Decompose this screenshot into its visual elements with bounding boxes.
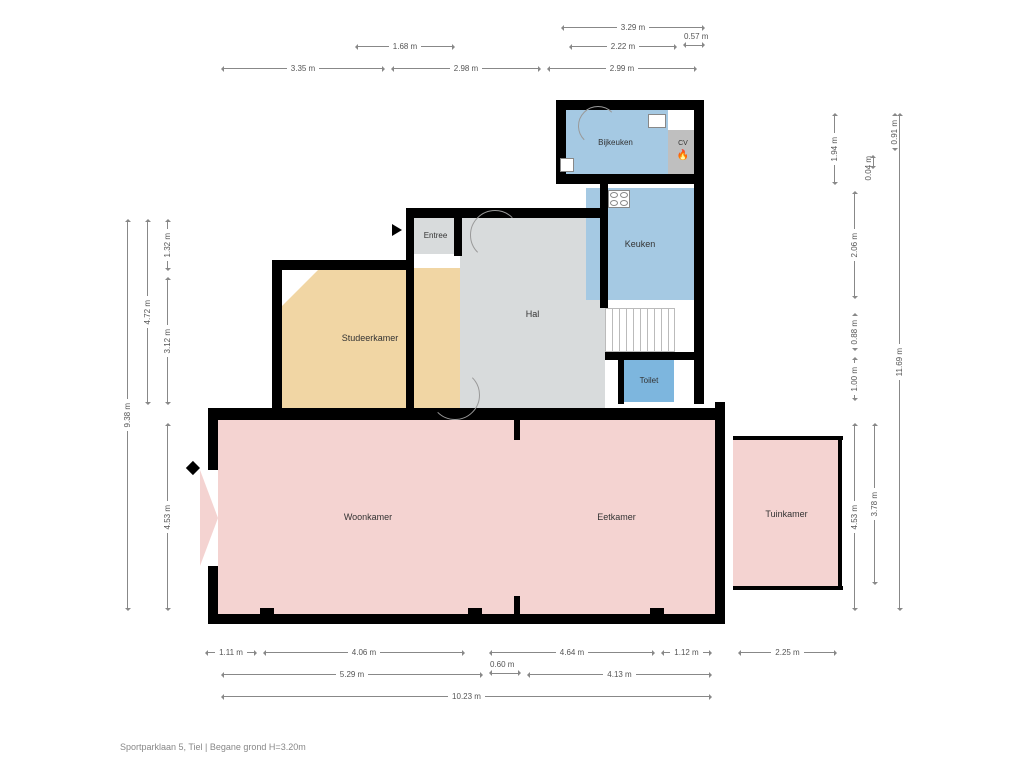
woonkamer-baywindow (200, 470, 218, 566)
label-entree: Entree (424, 231, 448, 240)
wall (260, 608, 274, 624)
wall (556, 100, 704, 110)
wall (468, 608, 482, 624)
dim-left-3-12: 3.12 m (163, 274, 172, 408)
label-woonkamer: Woonkamer (344, 512, 392, 522)
dim-bot-0-60: 0.60 m (486, 670, 524, 676)
label-hal: Hal (526, 309, 540, 319)
label-eetkamer: Eetkamer (597, 512, 636, 522)
dim-bot-10-23: 10.23 m (218, 692, 715, 701)
dim-right-3-78: 3.78 m (870, 420, 879, 588)
dim-top-3-29: 3.29 m (558, 23, 708, 32)
room-toilet: Toilet (624, 358, 674, 402)
dim-right-0-88: 0.88 m (850, 310, 859, 354)
wall (272, 260, 412, 270)
wall (514, 420, 520, 440)
fixture-sink (648, 114, 666, 128)
room-eetkamer: Eetkamer (518, 420, 715, 614)
wall (733, 586, 843, 590)
room-tuinkamer: Tuinkamer (733, 440, 840, 588)
dim-top-3-35: 3.35 m (218, 64, 388, 73)
wall (514, 596, 520, 616)
dim-bot-4-13: 4.13 m (524, 670, 715, 679)
wall (715, 412, 725, 624)
wall (406, 216, 414, 412)
dim-right-4-53: 4.53 m (850, 420, 859, 614)
dim-top-2-22: 2.22 m (566, 42, 680, 51)
wall (838, 440, 842, 590)
fixture-counter (560, 158, 574, 172)
label-cv: CV (678, 140, 688, 147)
room-entree: Entree (413, 216, 458, 254)
wall (694, 100, 704, 180)
dim-bot-5-29: 5.29 m (218, 670, 486, 679)
dim-top-2-99: 2.99 m (544, 64, 700, 73)
label-tuinkamer: Tuinkamer (765, 509, 807, 519)
dim-bot-1-12: 1.12 m (658, 648, 715, 657)
wall (618, 358, 624, 404)
label-toilet: Toilet (640, 376, 659, 385)
dim-bot-4-64: 4.64 m (486, 648, 658, 657)
fixture-stove (608, 190, 630, 208)
wall (600, 180, 608, 308)
dim-bot-4-06: 4.06 m (260, 648, 468, 657)
wall (214, 614, 720, 624)
studeerkamer-corner-cut (280, 268, 320, 308)
label-studeerkamer: Studeerkamer (342, 333, 399, 343)
floorplan-canvas: Woonkamer Eetkamer Tuinkamer Studeerkame… (0, 0, 1024, 768)
label-bijkeuken: Bijkeuken (598, 138, 633, 147)
dim-left-4-53: 4.53 m (163, 420, 172, 614)
dim-right-1-00: 1.00 m (850, 354, 859, 404)
wall (272, 260, 282, 410)
dim-top-2-98: 2.98 m (388, 64, 544, 73)
wall (733, 436, 843, 440)
dim-left-4-72: 4.72 m (143, 216, 152, 408)
dim-top-0-57: 0.57 m (680, 42, 708, 48)
wall (208, 566, 218, 624)
dim-bot-1-11: 1.11 m (202, 648, 260, 657)
floorplan-caption: Sportparklaan 5, Tiel | Begane grond H=3… (120, 742, 306, 752)
dim-left-1-32: 1.32 m (163, 216, 172, 274)
wall (208, 408, 218, 470)
wall (556, 174, 704, 184)
dim-left-9-38: 9.38 m (123, 216, 132, 614)
label-keuken: Keuken (625, 239, 656, 249)
wall (454, 216, 462, 256)
dim-right-11-69: 11.69 m (895, 110, 904, 614)
wall (694, 174, 704, 404)
wall (186, 461, 200, 475)
cv-flame-icon: 🔥 (677, 147, 689, 165)
dim-bot-2-25: 2.25 m (735, 648, 840, 657)
dim-right-2-06: 2.06 m (850, 188, 859, 302)
dim-right-0-04: 0.04 m (870, 152, 876, 172)
dim-right-1-94: 1.94 m (830, 110, 839, 188)
wall (650, 608, 664, 624)
dim-top-1-68: 1.68 m (352, 42, 458, 51)
room-woonkamer: Woonkamer (218, 420, 518, 614)
stairs (605, 308, 675, 352)
entry-arrow-icon (392, 224, 402, 236)
